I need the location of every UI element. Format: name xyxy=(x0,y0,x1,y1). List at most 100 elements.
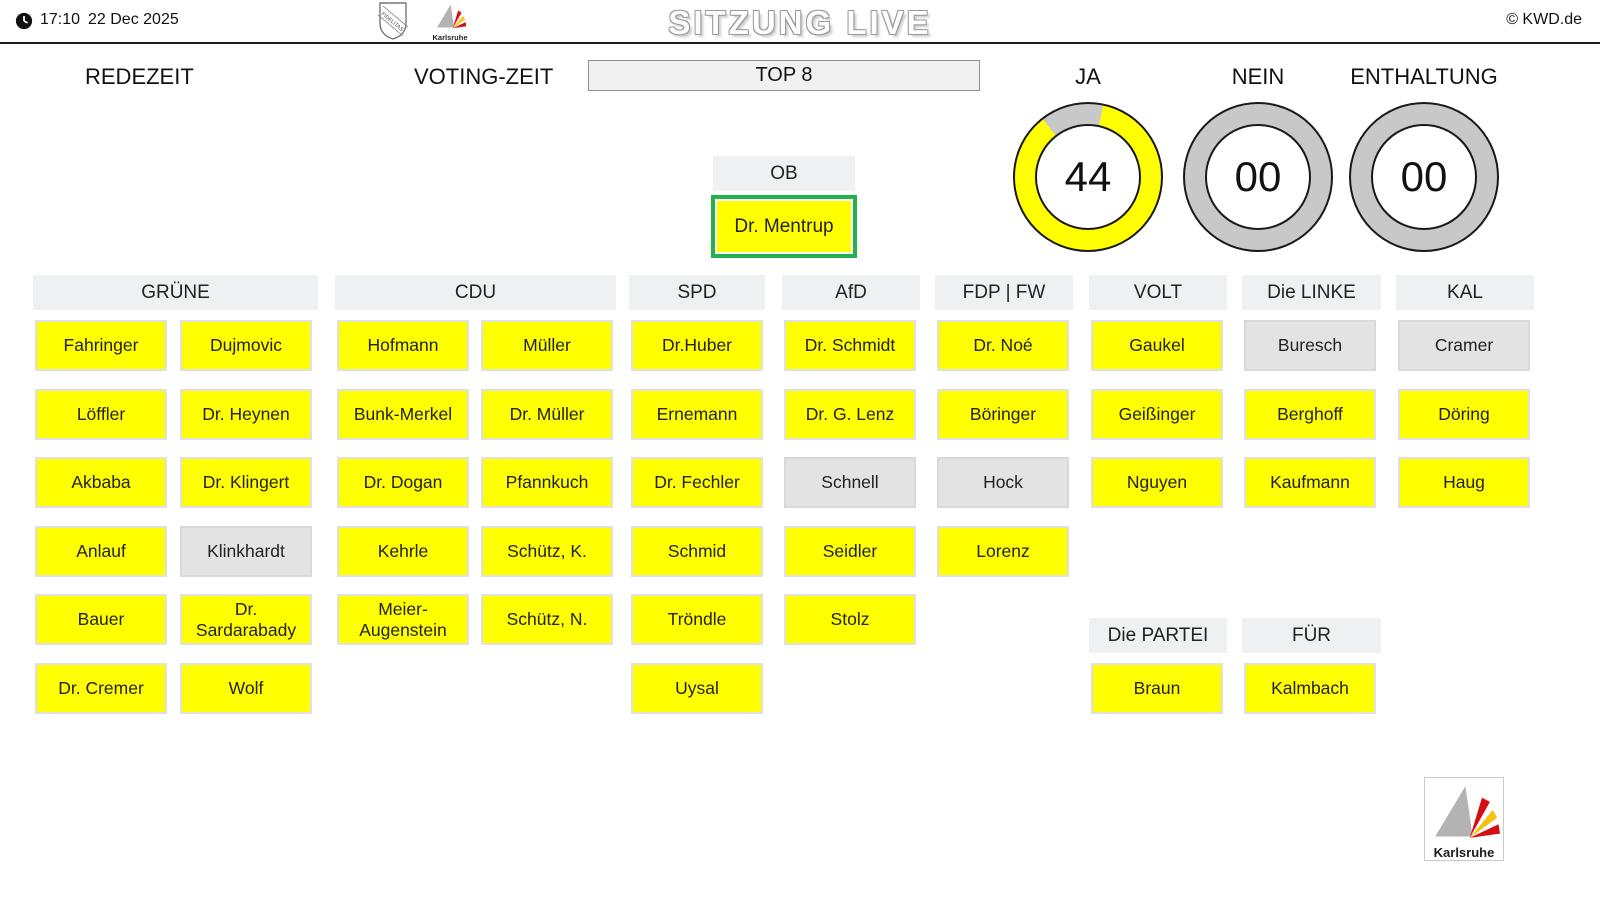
member-box-b-ringer[interactable]: Böringer xyxy=(937,389,1069,440)
member-name: Hofmann xyxy=(367,335,439,355)
member-name: Böringer xyxy=(969,404,1037,424)
member-name: Dr. Fechler xyxy=(654,472,740,492)
vote-count-enthaltung: 00 xyxy=(1400,153,1448,200)
page-title: SITZUNG LIVE xyxy=(668,4,932,41)
top-agenda-box[interactable]: TOP 8 xyxy=(588,60,980,91)
member-name: Schnell xyxy=(821,472,879,492)
mayor-box[interactable]: Dr. Mentrup xyxy=(711,195,857,258)
member-box-dr-klingert[interactable]: Dr. Klingert xyxy=(180,457,312,508)
member-box-ernemann[interactable]: Ernemann xyxy=(631,389,763,440)
member-box-berghoff[interactable]: Berghoff xyxy=(1244,389,1376,440)
member-box-dr-dogan[interactable]: Dr. Dogan xyxy=(337,457,469,508)
party-header-fdp-fw: FDP | FW xyxy=(935,275,1073,310)
counter-label-enthaltung: ENTHALTUNG xyxy=(1350,64,1498,89)
member-box-gaukel[interactable]: Gaukel xyxy=(1091,320,1223,371)
vote-gauge-enthaltung: 00 xyxy=(1349,102,1499,252)
member-box-klinkhardt[interactable]: Klinkhardt xyxy=(180,526,312,577)
member-name: Ernemann xyxy=(656,404,738,424)
member-box-meier-augenstein[interactable]: Meier-Augenstein xyxy=(337,594,469,645)
member-box-bauer[interactable]: Bauer xyxy=(35,594,167,645)
member-name: Pfannkuch xyxy=(505,472,589,492)
member-box-dujmovic[interactable]: Dujmovic xyxy=(180,320,312,371)
member-name: Buresch xyxy=(1277,335,1343,355)
member-box-wolf[interactable]: Wolf xyxy=(180,663,312,714)
member-name: Dr. Dogan xyxy=(363,472,443,492)
member-box-dr-no[interactable]: Dr. Noé xyxy=(937,320,1069,371)
member-box-dr-m-ller[interactable]: Dr. Müller xyxy=(481,389,613,440)
member-box-dr-huber[interactable]: Dr.Huber xyxy=(631,320,763,371)
member-box-sch-tz-k[interactable]: Schütz, K. xyxy=(481,526,613,577)
member-box-seidler[interactable]: Seidler xyxy=(784,526,916,577)
member-box-schnell[interactable]: Schnell xyxy=(784,457,916,508)
karlsruhe-logo-small-label: Karlsruhe xyxy=(432,33,468,42)
member-name: Meier-Augenstein xyxy=(359,598,447,640)
member-box-braun[interactable]: Braun xyxy=(1091,663,1223,714)
member-name: Wolf xyxy=(228,678,264,698)
member-box-kehrle[interactable]: Kehrle xyxy=(337,526,469,577)
member-box-d-ring[interactable]: Döring xyxy=(1398,389,1530,440)
member-name: Dr. Schmidt xyxy=(804,335,896,355)
member-name: Dr. Noé xyxy=(973,335,1033,355)
member-name: Kalmbach xyxy=(1271,678,1349,698)
member-box-dr-fechler[interactable]: Dr. Fechler xyxy=(631,457,763,508)
member-box-akbaba[interactable]: Akbaba xyxy=(35,457,167,508)
member-box-dr-heynen[interactable]: Dr. Heynen xyxy=(180,389,312,440)
party-header-spd: SPD xyxy=(629,275,765,310)
vote-gauge-nein-center: 00 xyxy=(1205,124,1311,230)
member-name: Dr. Sardarabady xyxy=(195,598,297,640)
member-box-uysal[interactable]: Uysal xyxy=(631,663,763,714)
member-name: Klinkhardt xyxy=(207,541,285,561)
member-box-dr-g-lenz[interactable]: Dr. G. Lenz xyxy=(784,389,916,440)
member-box-kaufmann[interactable]: Kaufmann xyxy=(1244,457,1376,508)
member-box-cramer[interactable]: Cramer xyxy=(1398,320,1530,371)
member-box-nguyen[interactable]: Nguyen xyxy=(1091,457,1223,508)
party-header-cdu: CDU xyxy=(335,275,616,310)
member-box-buresch[interactable]: Buresch xyxy=(1244,320,1376,371)
party-header-die-partei: Die PARTEI xyxy=(1089,618,1227,653)
counter-label-nein: NEIN xyxy=(1231,64,1285,89)
member-box-hock[interactable]: Hock xyxy=(937,457,1069,508)
member-box-schmid[interactable]: Schmid xyxy=(631,526,763,577)
member-box-lorenz[interactable]: Lorenz xyxy=(937,526,1069,577)
member-box-dr-cremer[interactable]: Dr. Cremer xyxy=(35,663,167,714)
member-name: Lorenz xyxy=(976,541,1030,561)
fidelitas-shield-icon: FIDELITAS xyxy=(378,2,408,40)
party-header-gr-ne: GRÜNE xyxy=(33,275,318,310)
member-name: Nguyen xyxy=(1126,472,1188,492)
member-box-anlauf[interactable]: Anlauf xyxy=(35,526,167,577)
vote-count-ja: 44 xyxy=(1064,153,1112,200)
vote-gauge-ja-center: 44 xyxy=(1035,124,1141,230)
member-name: Fahringer xyxy=(63,335,139,355)
member-name: Hock xyxy=(983,472,1023,492)
member-box-stolz[interactable]: Stolz xyxy=(784,594,916,645)
member-box-sch-tz-n[interactable]: Schütz, N. xyxy=(481,594,613,645)
member-box-pfannkuch[interactable]: Pfannkuch xyxy=(481,457,613,508)
member-box-kalmbach[interactable]: Kalmbach xyxy=(1244,663,1376,714)
member-name: Akbaba xyxy=(71,472,131,492)
top-agenda-label: TOP 8 xyxy=(755,64,813,86)
member-box-dr-schmidt[interactable]: Dr. Schmidt xyxy=(784,320,916,371)
vote-gauge-ja: 44 xyxy=(1013,102,1163,252)
karlsruhe-logo-small: Karlsruhe xyxy=(428,3,472,42)
member-box-hofmann[interactable]: Hofmann xyxy=(337,320,469,371)
member-box-gei-inger[interactable]: Geißinger xyxy=(1091,389,1223,440)
member-name: Müller xyxy=(523,335,571,355)
member-box-l-ffler[interactable]: Löffler xyxy=(35,389,167,440)
current-date: 22 Dec 2025 xyxy=(88,11,179,28)
member-box-tr-ndle[interactable]: Tröndle xyxy=(631,594,763,645)
member-box-fahringer[interactable]: Fahringer xyxy=(35,320,167,371)
member-name: Dr.Huber xyxy=(661,335,733,355)
member-box-haug[interactable]: Haug xyxy=(1398,457,1530,508)
member-box-dr-sardarabady[interactable]: Dr. Sardarabady xyxy=(180,594,312,645)
karlsruhe-logo-label: Karlsruhe xyxy=(1433,845,1495,860)
member-box-bunk-merkel[interactable]: Bunk-Merkel xyxy=(337,389,469,440)
clock-icon xyxy=(15,12,33,30)
member-box-m-ller[interactable]: Müller xyxy=(481,320,613,371)
member-name: Cramer xyxy=(1434,335,1494,355)
member-name: Dr. Müller xyxy=(509,404,585,424)
vote-count-nein: 00 xyxy=(1234,153,1282,200)
ob-header: OB xyxy=(713,156,855,191)
member-name: Braun xyxy=(1133,678,1181,698)
member-name: Döring xyxy=(1438,404,1490,424)
